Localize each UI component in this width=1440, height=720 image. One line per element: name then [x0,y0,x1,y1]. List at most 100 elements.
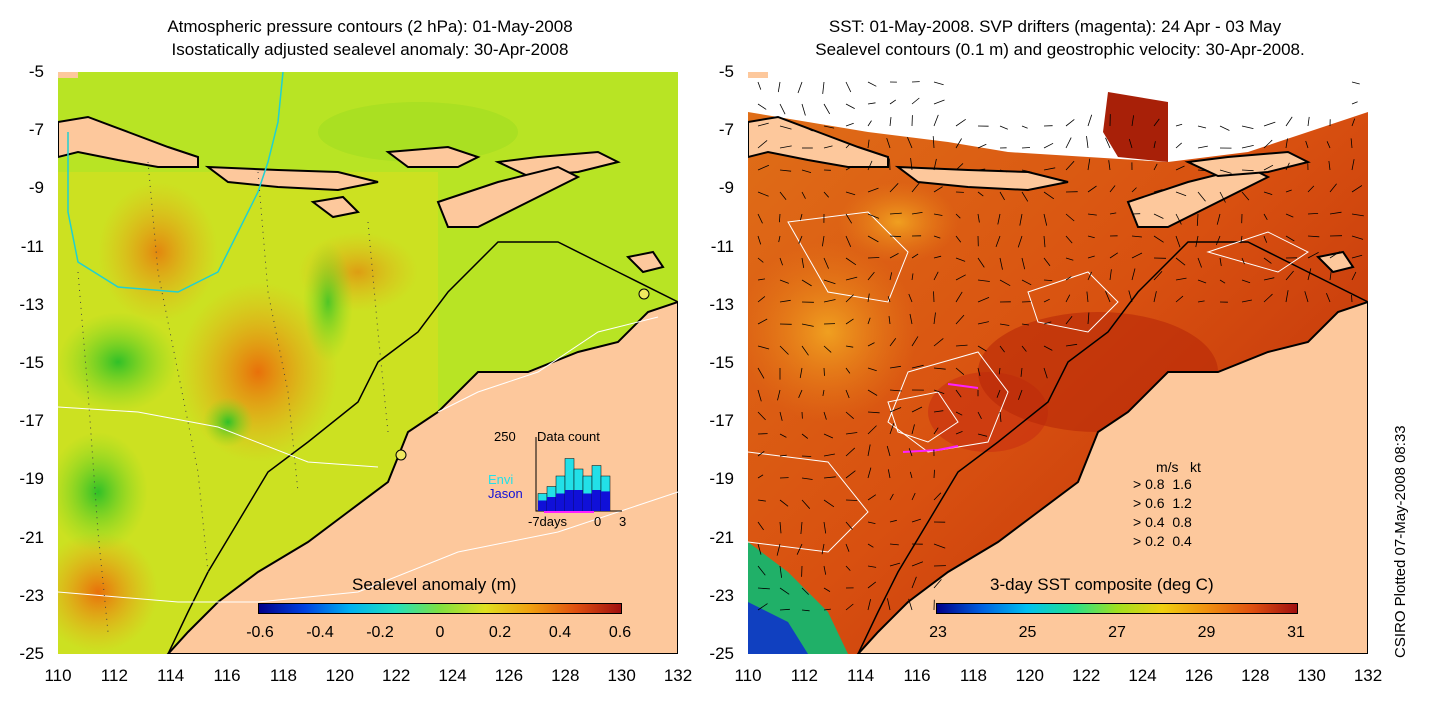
x-tick-label: 128 [551,666,580,685]
velocity-arrow [1241,125,1254,129]
velocity-arrow [1109,252,1119,259]
velocity-arrow [779,169,792,172]
velocity-arrow [933,291,935,303]
y-tick-label: -11 [710,236,734,256]
velocity-arrow [1219,191,1226,203]
velocity-arrow [1065,276,1072,281]
x-tick-label: 116 [213,666,241,685]
velocity-arrow [779,565,782,578]
velocity-legend-header-kt: kt [1190,459,1201,475]
velocity-arrow [1351,213,1364,217]
velocity-arrow [757,122,769,127]
y-tick-label: -7 [28,120,44,140]
colorbar-tick-label: 25 [1018,624,1037,641]
velocity-arrow [911,336,919,347]
velocity-arrow [1351,271,1357,281]
velocity-arrow [1351,294,1353,303]
velocity-arrow [909,313,913,325]
timor-island [436,165,581,228]
velocity-arrow [1108,160,1111,171]
velocity-arrow [955,411,963,416]
velocity-arrow [779,257,783,266]
velocity-arrow [1043,142,1054,149]
velocity-arrow [757,587,770,590]
velocity-arrow [955,314,965,325]
velocity-arrow [1351,159,1355,171]
velocity-arrow [1329,251,1341,259]
x-tick-label: 122 [1071,666,1101,685]
velocity-arrow [845,143,851,149]
x-tick-label: 132 [1353,666,1383,685]
x-tick-label: 120 [1015,666,1044,685]
velocity-arrow [1219,279,1226,284]
left-title-line1: Atmospheric pressure contours (2 hPa): 0… [167,17,573,36]
velocity-arrow [867,120,872,127]
velocity-arrow [776,543,781,556]
velocity-arrow [1241,145,1254,149]
velocity-arrow [933,312,936,325]
x-tick-label: 132 [663,666,693,685]
velocity-arrow [977,279,990,282]
velocity-legend-row: > 0.4 0.8 [1133,514,1192,530]
velocity-arrow [889,519,897,523]
velocity-arrow [955,344,968,347]
velocity-arrow [1195,235,1199,248]
velocity-arrow [779,103,786,115]
velocity-arrow [1240,235,1243,244]
velocity-arrow [999,257,1003,270]
velocity-arrow [933,543,946,549]
velocity-arrow [1065,137,1072,149]
velocity-arrow [1197,279,1207,284]
velocity-arrow [933,410,944,413]
velocity-arrow [1350,138,1353,149]
velocity-arrow [757,103,767,110]
velocity-arrow [996,389,1001,398]
velocity-arrow [1175,257,1186,266]
velocity-arrow [1131,268,1136,281]
right-title-line1: SST: 01-May-2008. SVP drifters (magenta)… [828,17,1282,36]
right-colorbar [936,603,1298,614]
velocity-arrow [1021,169,1032,173]
velocity-arrow [1065,343,1078,347]
velocity-arrow [1043,213,1048,226]
velocity-arrow [889,253,899,259]
velocity-arrow [1175,142,1182,149]
velocity-arrow [1153,213,1164,219]
x-tick-label: 126 [494,666,524,685]
velocity-arrow [845,367,851,374]
australia-land [166,300,678,654]
velocity-arrow [867,444,871,457]
x-tick-label: 124 [1128,666,1157,685]
velocity-arrow [823,367,825,376]
velocity-arrow [933,469,935,479]
velocity-arrow [1263,213,1268,220]
velocity-arrow [1307,235,1320,238]
velocity-arrow [1241,279,1251,284]
velocity-arrow [997,213,1001,225]
velocity-arrow [999,191,1005,201]
velocity-arrow [867,257,880,259]
velocity-arrow [1128,290,1133,303]
velocity-arrow [1175,213,1182,225]
velocity-arrow [867,521,876,524]
velocity-arrow [977,345,987,352]
velocity-arrow [823,499,835,508]
velocity-arrow [801,433,809,439]
y-tick-label: -15 [19,353,44,372]
velocity-arrow [977,433,988,437]
x-tick-label: 122 [381,666,411,685]
colorbar-tick-label: 0.2 [488,624,512,641]
velocity-arrow [845,521,853,530]
velocity-arrow [867,581,877,589]
velocity-arrow [823,145,833,149]
velocity-arrow [1087,158,1091,171]
velocity-arrow [779,213,781,223]
velocity-arrow [933,99,945,105]
velocity-arrow [1153,271,1163,281]
velocity-arrow [1021,147,1031,149]
y-tick-label: -13 [709,294,734,314]
velocity-arrow [822,81,825,94]
velocity-arrow [867,293,870,303]
velocity-arrow [889,337,897,347]
velocity-arrow [1263,139,1273,149]
